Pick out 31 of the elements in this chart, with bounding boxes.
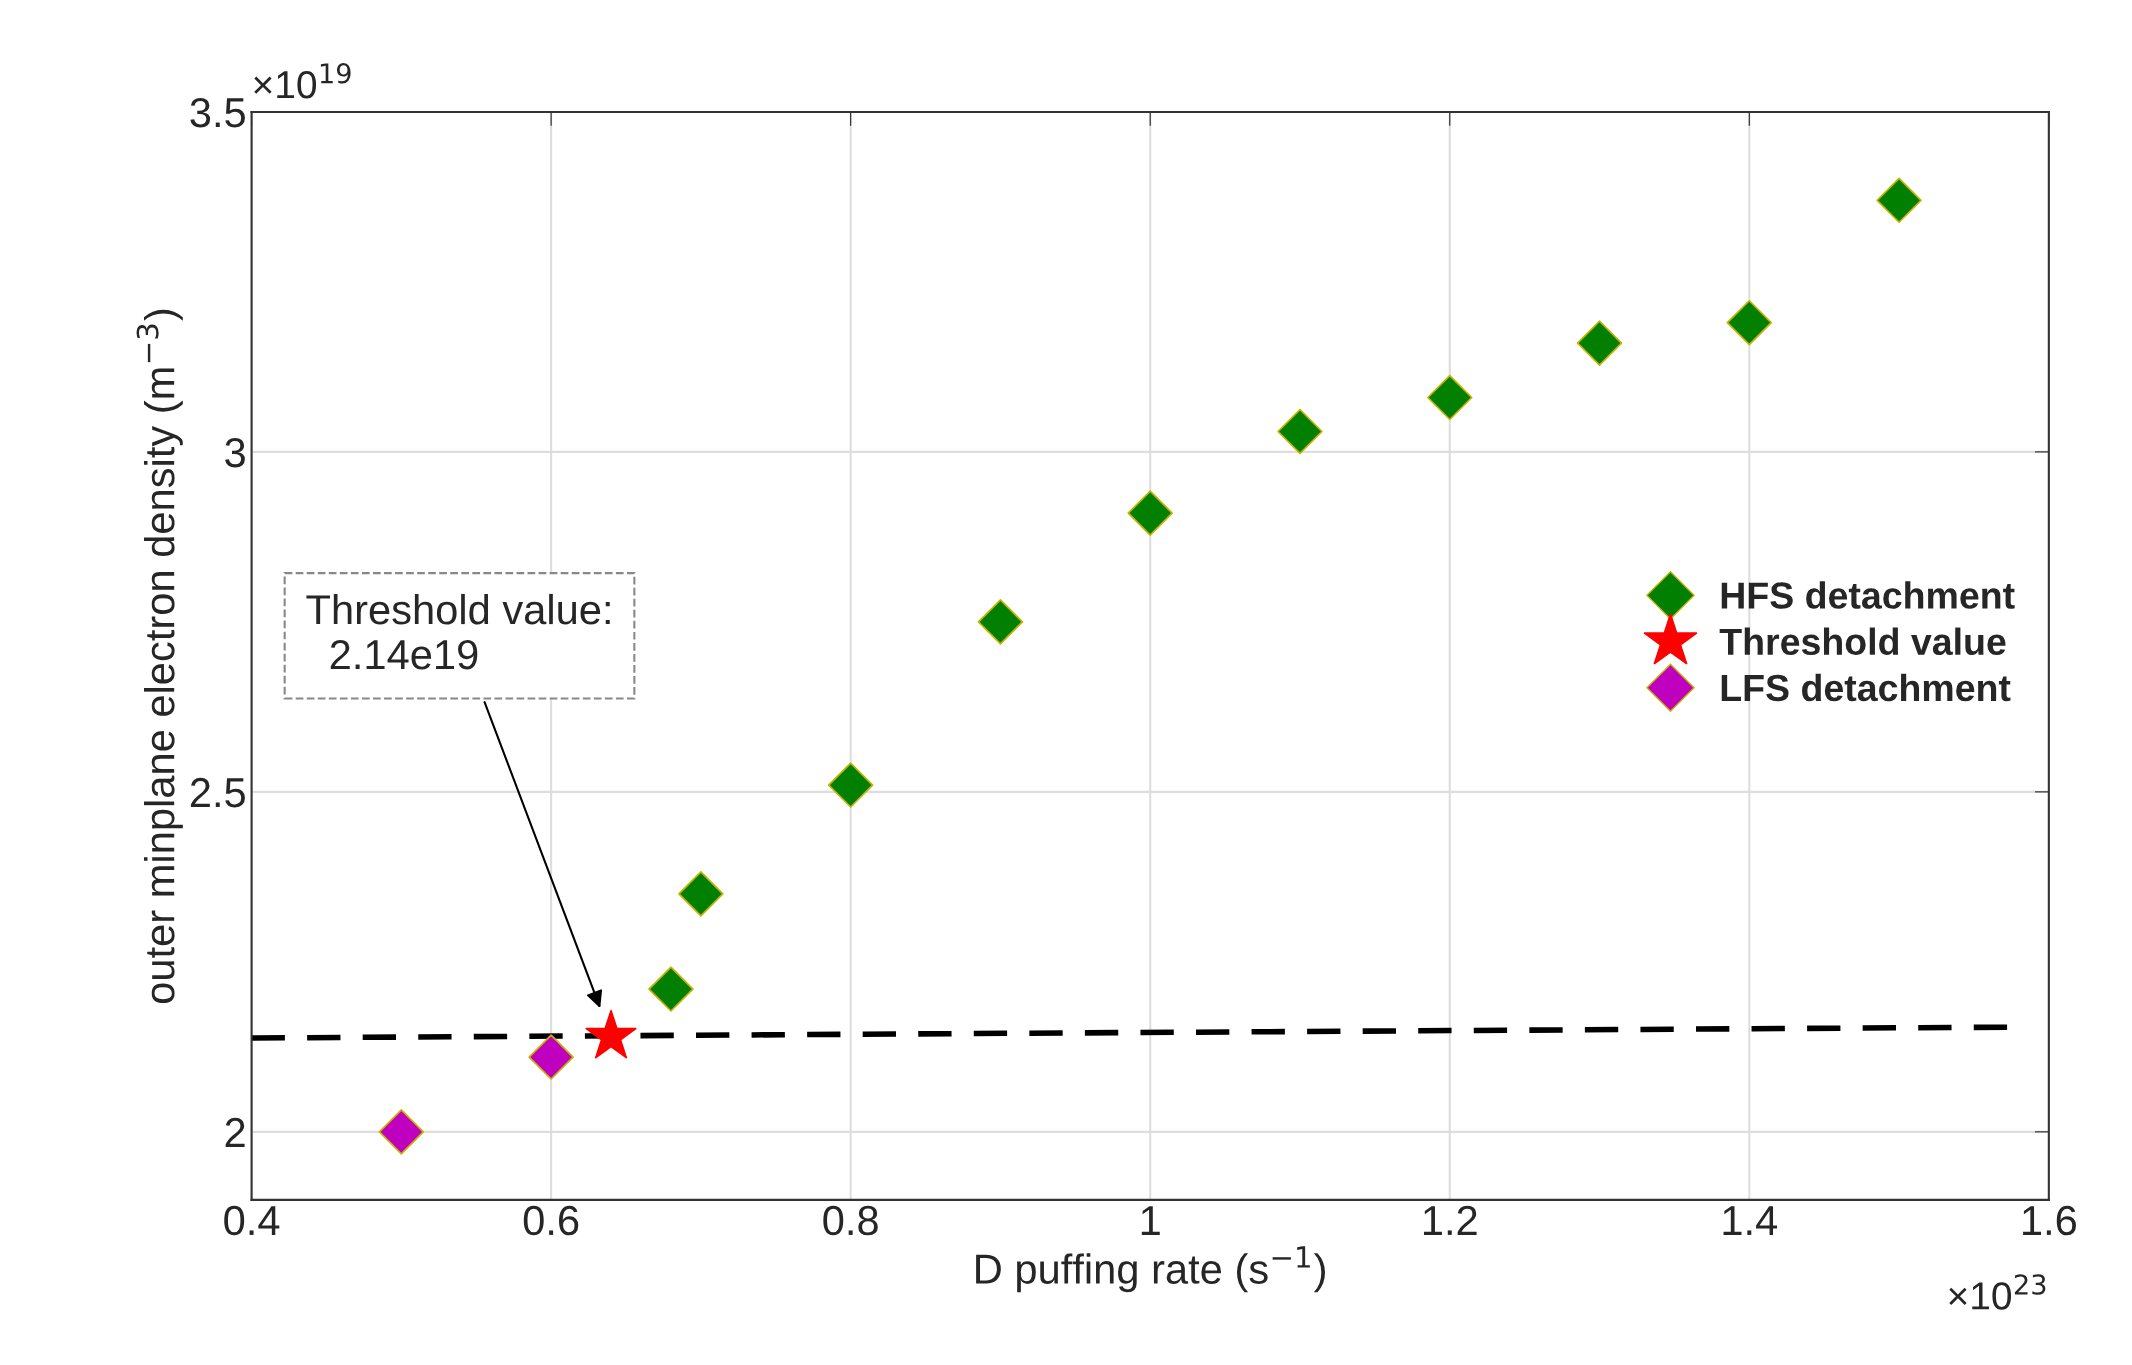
point bbox=[1726, 299, 1773, 346]
point bbox=[528, 1034, 574, 1080]
point bbox=[1876, 177, 1922, 224]
point bbox=[977, 599, 1024, 645]
legend-label: Threshold value bbox=[1719, 627, 2006, 656]
x-tick-label: 1.6 bbox=[2023, 1205, 2076, 1236]
y-tick-label: 2 bbox=[225, 1117, 245, 1147]
y-tick-label: 2.5 bbox=[190, 777, 245, 808]
point bbox=[648, 966, 694, 1012]
legend-label: HFS detachment bbox=[1721, 581, 2015, 609]
y-tick-label: 3.5 bbox=[190, 97, 245, 128]
point bbox=[827, 762, 874, 808]
x-tick-label: 1.4 bbox=[1723, 1206, 1778, 1235]
x-axis-title: D puffing rate (s$^{−1}$) bbox=[976, 1246, 1325, 1293]
x-tick-label: 1 bbox=[1141, 1206, 1160, 1235]
point bbox=[378, 1109, 425, 1155]
x-tick-label: 0.4 bbox=[224, 1205, 280, 1236]
point bbox=[1127, 490, 1174, 536]
y-axis-title: outer minplane electron density (m$^{−3}$) bbox=[136, 309, 183, 1004]
point bbox=[678, 871, 724, 917]
x-tick-label: 0.6 bbox=[523, 1205, 579, 1236]
y-tick-label: 3 bbox=[225, 437, 245, 468]
point bbox=[1277, 408, 1323, 455]
annotation: Threshold value: 2.14e19 bbox=[306, 593, 610, 670]
text: ×10$^{19}$ bbox=[254, 63, 351, 99]
text: ×10$^{23}$ bbox=[1949, 1274, 2046, 1310]
point bbox=[1426, 374, 1473, 421]
point bbox=[1576, 320, 1623, 366]
x-tick-label: 0.8 bbox=[823, 1205, 878, 1236]
x-tick-label: 1.2 bbox=[1423, 1205, 1477, 1235]
legend-label: LFS detachment bbox=[1721, 673, 2011, 702]
